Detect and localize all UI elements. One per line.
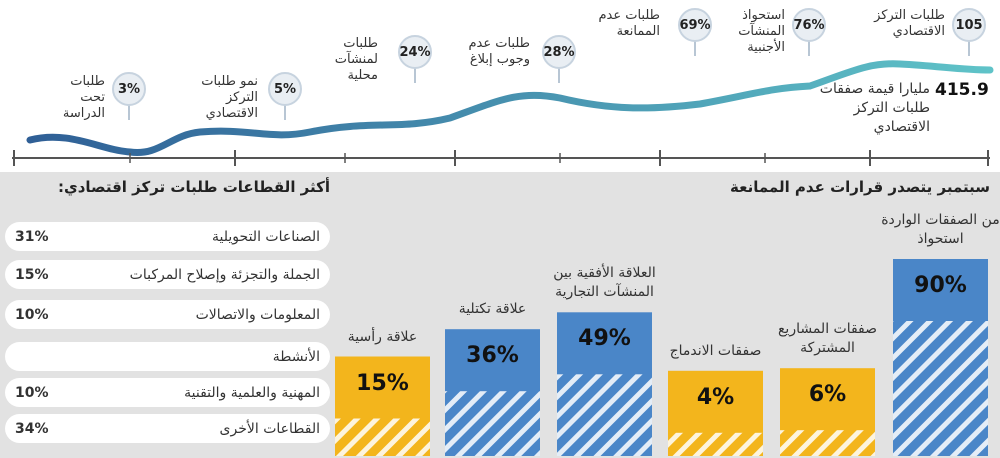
category-label: علاقة رأسية xyxy=(347,328,418,345)
sector-pct: 10% xyxy=(15,306,49,323)
bar-stripes xyxy=(445,391,540,456)
timeline-figure: 3% xyxy=(112,72,146,106)
sector-row: القطاعات الأخرى 34% xyxy=(5,414,330,443)
sector-label: المهنية والعلمية والتقنية xyxy=(184,384,320,401)
value-label: 6% xyxy=(808,382,847,408)
bar-stripes xyxy=(780,430,875,456)
timeline-figure: 5% xyxy=(268,72,302,106)
bar-stripes xyxy=(893,321,988,456)
bars xyxy=(335,259,988,456)
value-label: 15% xyxy=(356,370,409,396)
sectors-title: أكثر القطاعات طلبات تركز اقتصادي: xyxy=(57,178,330,196)
bar-stripes xyxy=(335,418,430,456)
chart-title: سبتمبر يتصدر قرارات عدم الممانعة xyxy=(730,178,990,196)
timeline-ticks xyxy=(13,40,989,166)
sector-row: المعلومات والاتصالات 10% xyxy=(5,300,330,329)
value-label: 4% xyxy=(696,384,735,410)
sector-pct: 34% xyxy=(15,420,49,437)
bar-stripes xyxy=(557,374,652,456)
value-label: 36% xyxy=(466,343,519,369)
value-label: 90% xyxy=(914,273,967,298)
sector-pct: 15% xyxy=(15,266,49,283)
timeline-figure: 69% xyxy=(678,8,712,42)
timeline-text: طلبات عدم وجوب إبلاغ xyxy=(468,36,530,67)
sector-pct: 10% xyxy=(15,384,49,401)
timeline-text: طلبات لمنشآت محلية xyxy=(334,36,378,83)
sector-label: القطاعات الأخرى xyxy=(219,420,320,437)
sector-label: الصناعات التحويلية xyxy=(212,228,320,245)
total-figure: 415.9 xyxy=(935,80,989,100)
bar-stripes xyxy=(668,432,763,456)
timeline-text: طلبات تحت الدراسة xyxy=(62,74,105,121)
timeline-figure: 105 xyxy=(952,8,986,42)
timeline-figure: 76% xyxy=(792,8,826,42)
timeline-figure: 24% xyxy=(398,35,432,69)
category-label: صفقات المشاريع المشتركة xyxy=(777,321,878,357)
sector-label: المعلومات والاتصالات xyxy=(195,306,320,323)
sector-row: الجملة والتجزئة وإصلاح المركبات 15% xyxy=(5,260,330,289)
sector-label: الأنشطة xyxy=(272,348,320,365)
category-label: العلاقة الأفقية بين المنشآت التجارية xyxy=(553,265,656,301)
timeline-text: استحواذ المنشآت الأجنبية xyxy=(738,8,785,55)
timeline-text: طلبات عدم الممانعة xyxy=(598,8,660,39)
sector-row: الأنشطة xyxy=(5,342,330,371)
category-label: من الصفقات الواردة استحواذ xyxy=(881,212,1000,247)
category-label: صفقات الاندماج xyxy=(669,342,762,359)
sector-row: الصناعات التحويلية 31% xyxy=(5,222,330,251)
timeline-text: نمو طلبات التركز الاقتصادي xyxy=(201,74,258,121)
timeline-text: طلبات التركز الاقتصادي xyxy=(874,8,945,39)
timeline-wave xyxy=(26,60,994,156)
timeline-figure: 28% xyxy=(542,35,576,69)
sector-row: المهنية والعلمية والتقنية 10% xyxy=(5,378,330,407)
value-label: 49% xyxy=(578,326,631,352)
sector-label: الجملة والتجزئة وإصلاح المركبات xyxy=(129,266,320,283)
category-label: علاقة تكتلية xyxy=(458,301,527,318)
sector-pct: 31% xyxy=(15,228,49,245)
total-text: مليارا قيمة صفقات طلبات التركز الاقتصادي xyxy=(819,81,930,135)
